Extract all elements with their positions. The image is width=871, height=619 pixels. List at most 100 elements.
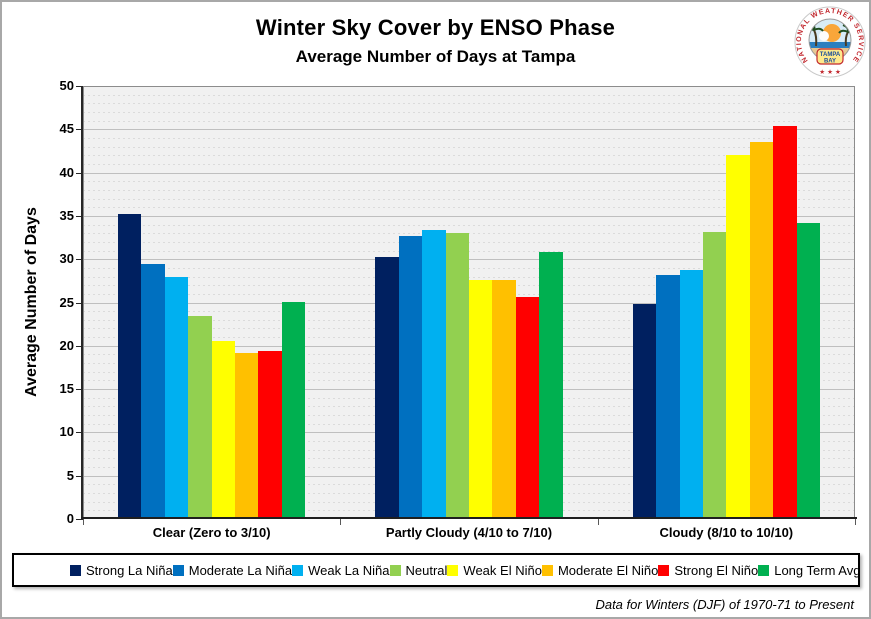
legend-swatch (70, 564, 81, 576)
y-axis-tick (76, 129, 82, 131)
plot-area (83, 86, 855, 519)
legend-swatch (389, 564, 401, 576)
minor-gridline (83, 137, 855, 139)
x-axis: Clear (Zero to 3/10) Partly Cloudy (4/10 … (83, 525, 855, 545)
y-axis-tick-label: 15 (59, 381, 74, 397)
legend-label: Strong La Niña (86, 562, 173, 578)
major-gridline (83, 215, 855, 217)
legend: Strong La Niña Moderate La Niña Weak La Ni… (12, 553, 860, 587)
y-axis-tick-label: 35 (59, 207, 74, 223)
legend-label: Long Term Avg (774, 562, 861, 578)
logo-banner (816, 48, 844, 65)
minor-gridline (83, 233, 855, 235)
y-axis-tick-label: 20 (59, 337, 74, 353)
y-axis-tick-label: 40 (59, 164, 74, 180)
bar-weak-la-ni-a-clear (164, 277, 189, 519)
legend-swatch (541, 564, 553, 576)
major-gridline (83, 129, 855, 131)
bar-neutral-partly (445, 233, 469, 519)
major-gridline (83, 172, 855, 174)
x-axis-boundary-tick (83, 519, 84, 525)
x-axis-boundary-tick (340, 519, 342, 525)
legend-item-weak-la-ni-a: Weak La Niña (292, 562, 390, 578)
bar-weak-la-ni-a-partly (422, 229, 446, 519)
bar-long-term-avg-partly (539, 252, 563, 519)
legend-label: Moderate El Niño (557, 562, 659, 578)
y-axis-tick-label: 25 (59, 294, 74, 310)
y-axis-tick-label: 50 (59, 78, 74, 93)
bar-neutral-cloudy (702, 231, 727, 519)
x-axis-ticks (83, 519, 856, 525)
y-axis-tick-label: 0 (66, 511, 74, 526)
bar-strong-el-ni-o-partly (515, 297, 540, 519)
footer-note: Data for Winters (DJF) of 1970-71 to Pre… (595, 597, 854, 612)
bar-long-term-avg-cloudy (796, 222, 820, 519)
minor-gridline (83, 163, 855, 165)
bar-neutral-clear (188, 315, 212, 519)
x-axis-boundary-tick (855, 519, 856, 525)
legend-label: Moderate La Niña (188, 562, 293, 578)
y-axis-tick-label: 45 (59, 121, 74, 137)
minor-gridline (83, 155, 855, 157)
y-axis-tick (76, 172, 82, 174)
y-axis-tick-label: 30 (59, 251, 74, 267)
minor-gridline (83, 189, 855, 191)
bar-moderate-el-ni-o-clear (235, 352, 259, 519)
legend-swatch (447, 564, 459, 576)
y-axis-tick (76, 86, 82, 87)
bar-moderate-el-ni-o-partly (492, 279, 516, 519)
legend-item-strong-la-ni-a: Strong La Niña (70, 563, 173, 578)
minor-gridline (83, 276, 855, 278)
minor-gridline (83, 120, 855, 122)
minor-gridline (83, 198, 855, 200)
y-axis-tick (76, 259, 82, 261)
y-axis-tick-label: 5 (66, 467, 74, 483)
y-axis-tick (76, 519, 82, 520)
x-axis-category-label: Clear (Zero to 3/10) (152, 525, 271, 540)
minor-gridline (83, 267, 855, 269)
legend-item-neutral: Neutral (389, 562, 448, 578)
logo-banner-line1: TAMPA (820, 52, 841, 58)
bar-weak-el-ni-o-cloudy (726, 155, 750, 519)
y-axis-tick (76, 215, 82, 217)
legend-label: Neutral (405, 562, 448, 578)
minor-gridline (83, 224, 855, 226)
bar-strong-la-ni-a-clear (118, 214, 142, 519)
bar-moderate-la-ni-a-partly (398, 235, 423, 519)
y-axis-tick (76, 345, 82, 347)
legend-item-moderate-la-ni-a: Moderate La Niña (172, 562, 293, 578)
legend-label: Weak La Niña (308, 562, 390, 578)
major-gridline (83, 259, 855, 261)
y-axis-tick-label: 10 (59, 424, 74, 440)
bar-strong-la-ni-a-partly (375, 256, 399, 519)
bar-strong-el-ni-o-cloudy (773, 125, 797, 519)
x-axis-category-label: Cloudy (8/10 to 10/10) (659, 525, 794, 540)
minor-gridline (83, 207, 855, 209)
x-axis-line (81, 517, 857, 519)
legend-label: Weak El Niño (463, 562, 542, 578)
legend-label: Strong El Niño (674, 562, 759, 578)
bar-weak-la-ni-a-cloudy (679, 270, 703, 519)
legend-swatch (292, 564, 304, 576)
bar-weak-el-ni-o-clear (211, 341, 236, 519)
minor-gridline (83, 111, 855, 113)
nws-tampa-bay-logo: NATIONAL WEATHER SERVICE TAMPA BAY ★ ★ ★ (794, 6, 866, 78)
legend-swatch (172, 564, 184, 576)
minor-gridline (83, 94, 855, 96)
logo-banner-line2: BAY (824, 59, 836, 65)
y-axis-line (81, 86, 83, 520)
bar-strong-el-ni-o-clear (258, 351, 282, 519)
bar-weak-el-ni-o-partly (469, 279, 493, 519)
y-axis-tick (76, 389, 82, 391)
legend-item-weak-el-ni-o: Weak El Niño (447, 563, 542, 578)
chart-subtitle: Average Number of Days at Tampa (295, 47, 576, 66)
y-axis-tick (76, 475, 82, 477)
minor-gridline (83, 146, 855, 148)
minor-gridline (83, 241, 855, 243)
minor-gridline (83, 103, 855, 105)
bar-moderate-la-ni-a-cloudy (656, 274, 680, 519)
legend-item-strong-el-ni-o: Strong El Niño (658, 563, 758, 578)
x-axis-category-label: Partly Cloudy (4/10 to 7/10) (385, 525, 553, 540)
bar-long-term-avg-clear (281, 301, 306, 519)
